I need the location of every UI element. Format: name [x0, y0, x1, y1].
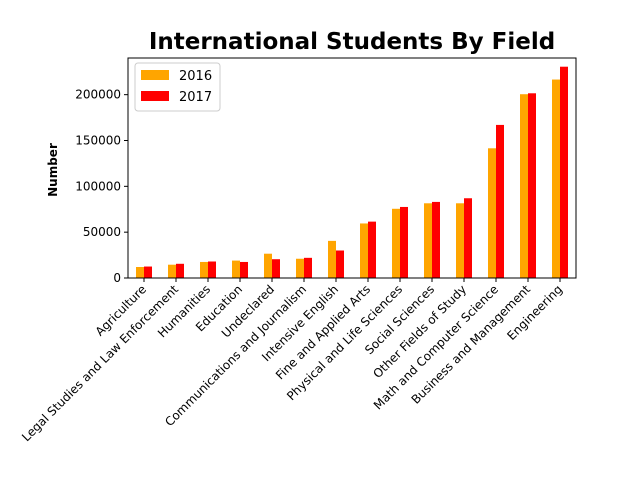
plot-frame: [127, 57, 577, 279]
bar-2017-11: [496, 124, 504, 279]
bar-2017-1: [176, 263, 184, 278]
bar-2016-7: [360, 223, 368, 278]
y-tick-label: 50000: [83, 225, 121, 239]
y-tick-label: 200000: [75, 88, 121, 102]
legend-swatch-2016: [141, 70, 169, 80]
bar-2017-8: [400, 206, 408, 278]
bars-group: [136, 66, 568, 279]
bar-2017-4: [272, 259, 280, 278]
bar-2016-3: [232, 260, 240, 278]
bar-2017-10: [464, 198, 472, 278]
bar-2016-1: [168, 264, 176, 278]
y-tick-label: 100000: [75, 179, 121, 193]
legend: 2016 2017: [134, 62, 221, 112]
bar-2016-9: [424, 203, 432, 278]
bar-2017-0: [144, 266, 152, 278]
bar-2017-3: [240, 261, 248, 278]
bar-2017-5: [304, 257, 312, 278]
bar-2016-5: [296, 258, 304, 278]
bar-2016-2: [200, 261, 208, 278]
bar-2017-9: [432, 201, 440, 278]
bar-2016-12: [520, 94, 528, 278]
bar-2017-2: [208, 261, 216, 278]
bar-2016-4: [264, 253, 272, 278]
bar-2017-7: [368, 221, 376, 278]
chart-title: International Students By Field: [149, 29, 555, 55]
bar-2016-0: [136, 267, 144, 278]
bar-2016-6: [328, 240, 336, 278]
y-axis-ticks: 0 50000 100000 150000 200000: [75, 88, 128, 285]
bar-2017-12: [528, 93, 536, 279]
bar-2017-13: [560, 66, 568, 278]
bar-2016-8: [392, 208, 400, 278]
bar-2016-13: [552, 79, 560, 279]
y-axis-label: Number: [46, 143, 60, 197]
legend-label-2017: 2017: [179, 90, 212, 105]
y-tick-label: 0: [113, 271, 121, 285]
bar-2016-11: [488, 148, 496, 278]
x-tick-label: Legal Studies and Law Enforcement: [19, 282, 181, 444]
y-tick-label: 150000: [75, 134, 121, 148]
legend-swatch-2017: [141, 91, 169, 101]
legend-label-2016: 2016: [179, 69, 212, 84]
bar-2016-10: [456, 203, 464, 278]
bar-2017-6: [336, 250, 344, 278]
